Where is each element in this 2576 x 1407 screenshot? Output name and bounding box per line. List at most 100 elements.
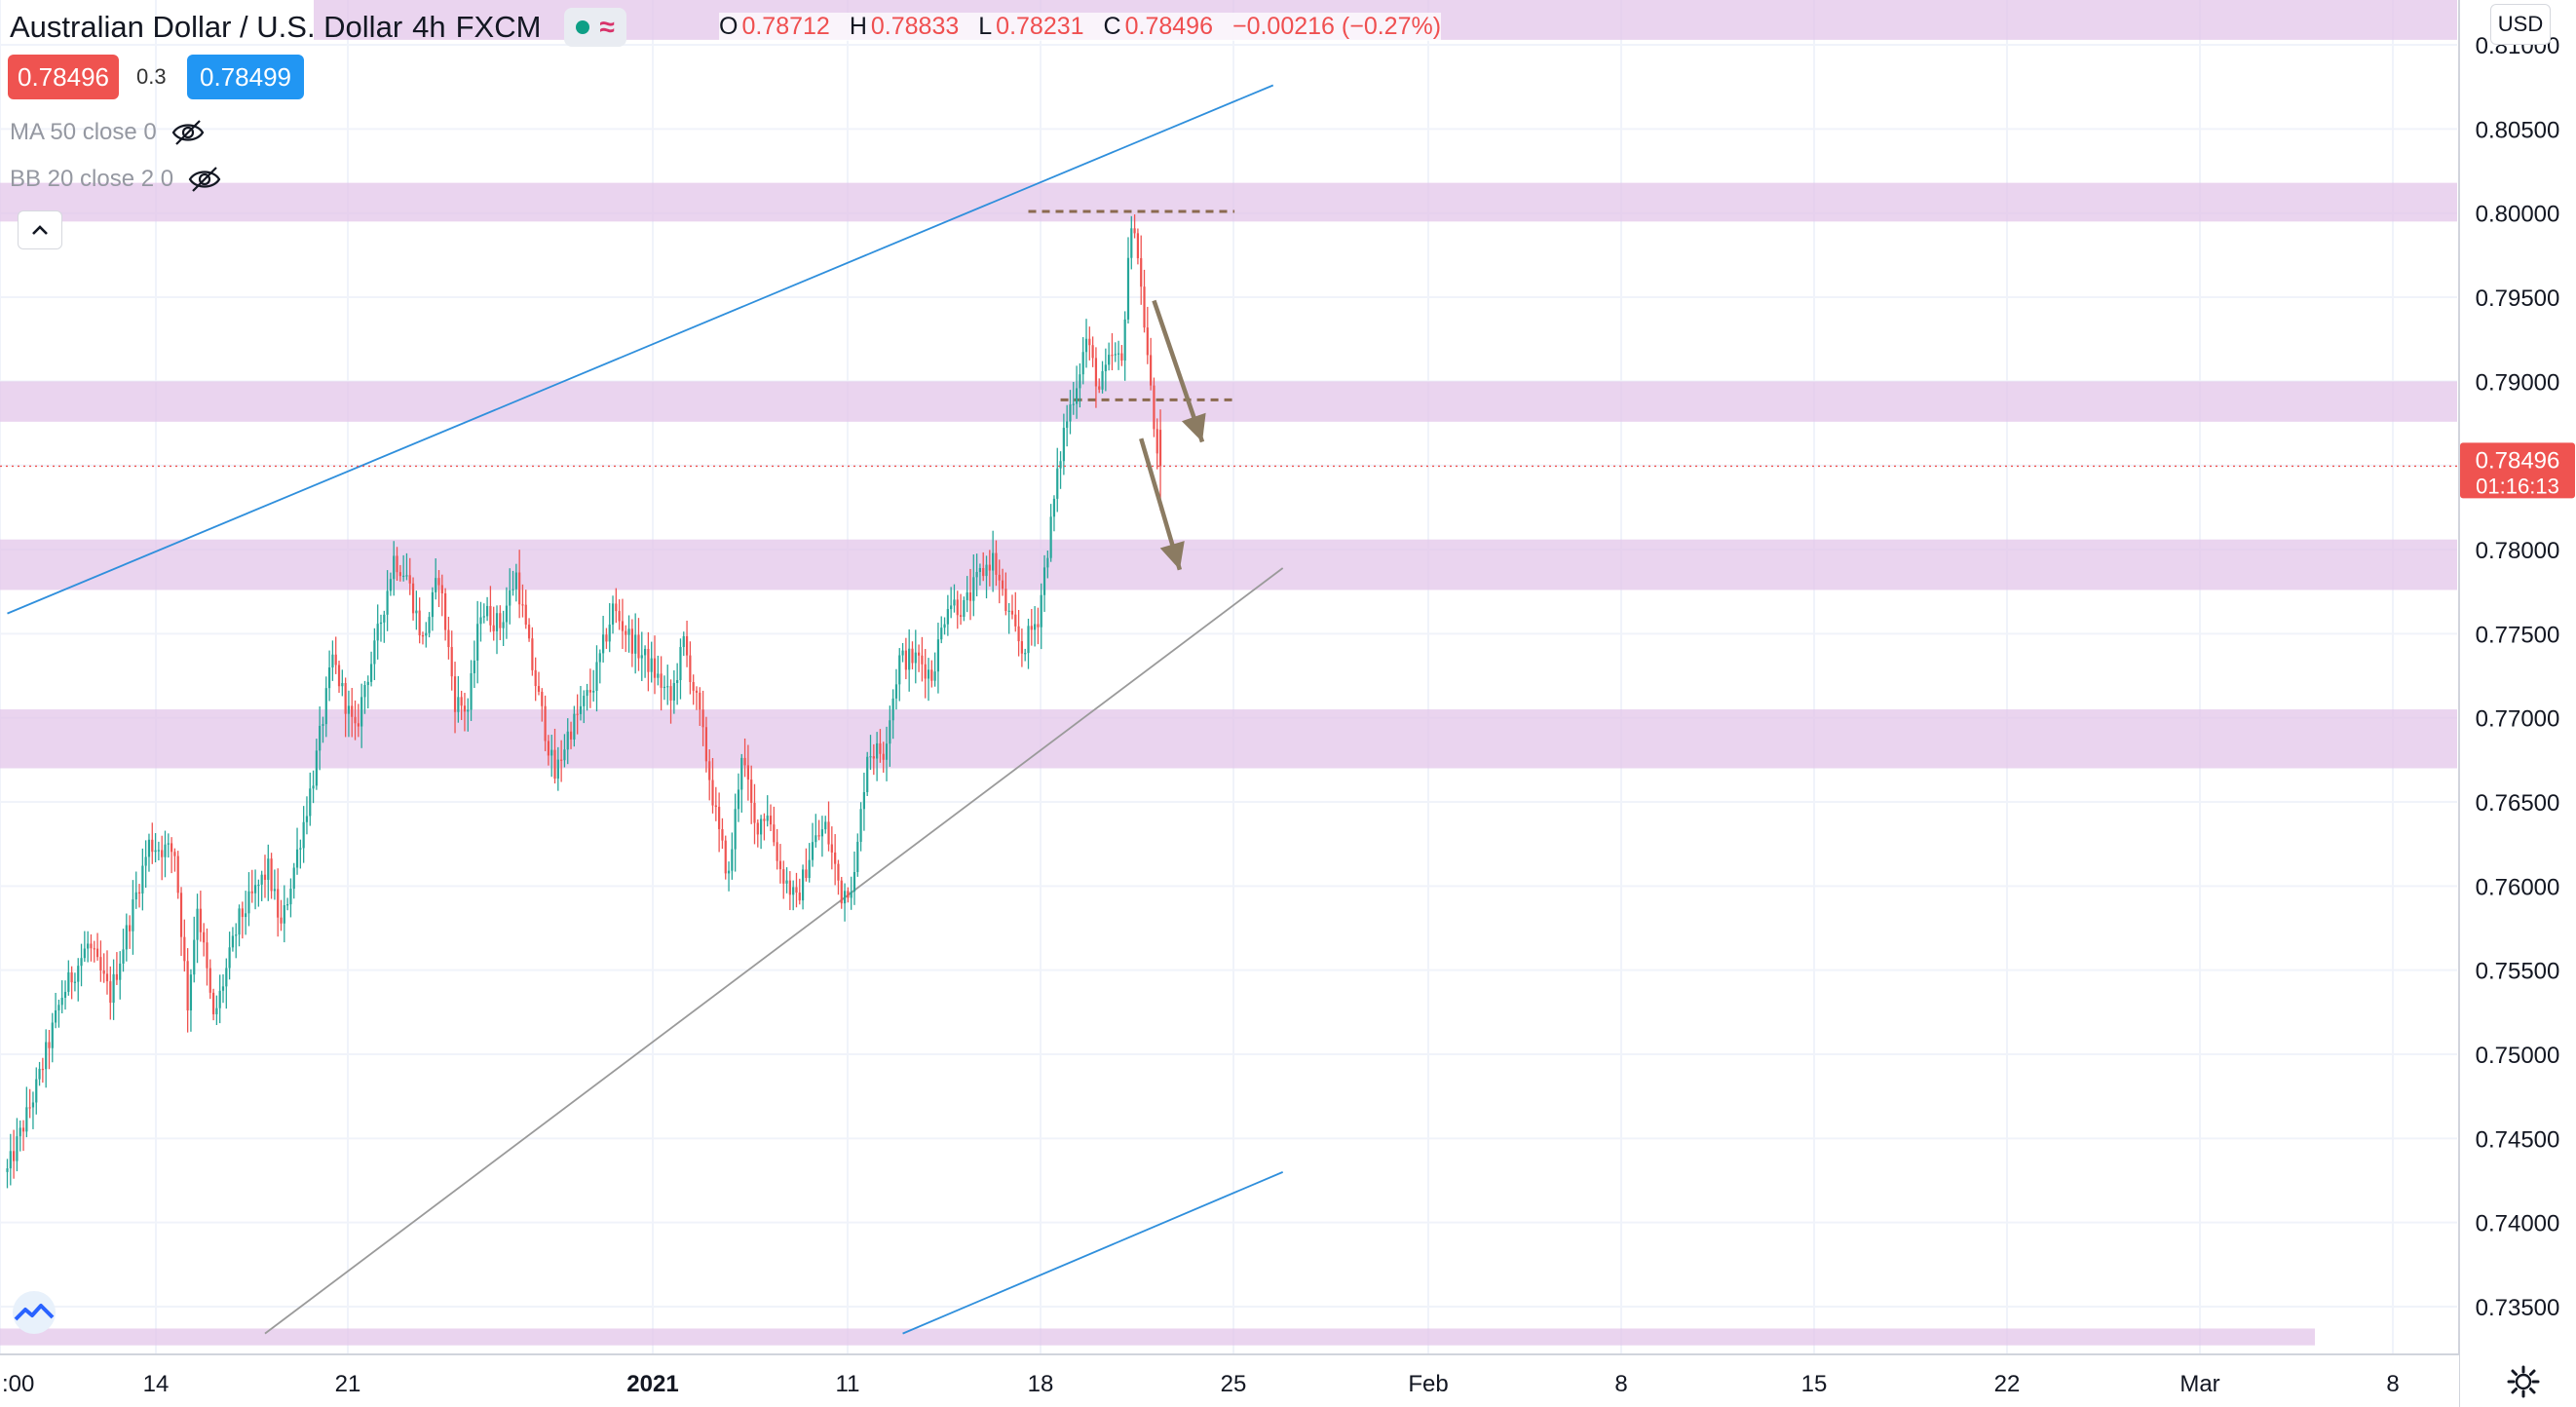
candle-body	[640, 655, 643, 659]
candle-body	[615, 603, 618, 612]
candle-body	[99, 957, 102, 971]
candle-body	[785, 880, 788, 884]
time-tick-label: 21	[335, 1371, 361, 1397]
buy-button[interactable]: 0.78499	[187, 55, 304, 99]
candle-body	[972, 577, 975, 601]
last-price-label: 0.78496	[2476, 447, 2560, 474]
tradingview-logo-icon[interactable]	[8, 1290, 60, 1335]
close-value: 0.78496	[1124, 13, 1213, 40]
high-label: H	[849, 13, 867, 40]
currency-button[interactable]: USD	[2490, 4, 2551, 45]
candle-body	[966, 592, 968, 600]
candle-body	[801, 869, 805, 901]
candle-body	[473, 660, 475, 673]
candle-body	[25, 1107, 28, 1132]
candle-body	[978, 568, 982, 572]
candle-body	[511, 589, 514, 590]
candle-body	[305, 816, 309, 822]
candle-body	[495, 613, 499, 631]
candle-body	[331, 654, 334, 668]
candle-body	[643, 648, 647, 656]
candle-body	[630, 628, 633, 654]
candle-body	[125, 925, 128, 950]
candle-body	[586, 690, 588, 697]
candle-body	[6, 1168, 9, 1172]
candle-body	[302, 821, 305, 849]
indicator-ma50[interactable]: MA 50 close 0	[10, 119, 206, 146]
candle-body	[608, 625, 611, 642]
chevron-up-icon	[32, 225, 48, 235]
candle-body	[588, 690, 591, 693]
candle-body	[485, 605, 489, 617]
candle-body	[347, 705, 351, 714]
candle-body	[566, 731, 569, 750]
candle-body	[411, 583, 415, 614]
candle-body	[295, 849, 299, 868]
price-tick-label: 0.75500	[2476, 959, 2560, 985]
status-pill[interactable]: ≈	[564, 8, 626, 47]
candle-body	[820, 829, 824, 837]
price-tick-label: 0.79500	[2476, 285, 2560, 312]
candle-body	[1034, 624, 1037, 630]
candle-body	[31, 1102, 35, 1108]
drawing-lines[interactable]	[7, 84, 1284, 1335]
candle-body	[35, 1079, 38, 1103]
candle-body	[992, 552, 995, 571]
candle-body	[9, 1151, 12, 1169]
candle-body	[309, 788, 312, 817]
candle-body	[760, 818, 763, 835]
candle-body	[73, 981, 77, 983]
candle-body	[647, 648, 650, 672]
candle-body	[250, 891, 253, 894]
settings-gear-icon[interactable]	[2506, 1364, 2541, 1399]
candle-body	[618, 611, 621, 622]
symbol-interval[interactable]: 4h	[412, 10, 446, 44]
sell-button[interactable]: 0.78496	[8, 55, 119, 99]
eye-off-icon[interactable]	[187, 166, 222, 193]
candle-body	[1024, 653, 1027, 655]
candle-body	[669, 686, 672, 701]
time-tick-label: 8	[2386, 1371, 2399, 1397]
candle-body	[866, 756, 869, 793]
candle-body	[1072, 403, 1075, 405]
time-tick-label: 22	[1994, 1371, 2021, 1397]
trend-arrows[interactable]	[1139, 299, 1206, 571]
candle-body	[901, 650, 904, 656]
price-axis[interactable]: 0.810000.805000.800000.795000.790000.785…	[2458, 0, 2576, 1407]
eye-off-icon[interactable]	[170, 119, 206, 146]
indicator-bb20[interactable]: BB 20 close 2 0	[10, 166, 222, 193]
candle-body	[286, 904, 289, 906]
candle-body	[231, 935, 235, 948]
candle-body	[699, 692, 701, 710]
candle-body	[369, 664, 373, 682]
candle-body	[389, 579, 393, 591]
candle-body	[87, 943, 90, 949]
candle-body	[270, 858, 273, 892]
time-axis[interactable]: :00 14 21 2021 11 18 25 Feb 8 15 22 Mar 8	[0, 1353, 2459, 1407]
candle-body	[701, 709, 704, 728]
candle-body	[718, 807, 721, 829]
candle-body	[77, 966, 80, 982]
candle-body	[54, 1009, 57, 1023]
candle-body	[1037, 624, 1040, 627]
candle-body	[721, 828, 724, 841]
symbol-title[interactable]: Australian Dollar / U.S. Dollar 4h FXCM …	[10, 8, 626, 47]
candle-body	[933, 671, 936, 681]
candle-body	[129, 925, 132, 932]
candle-body	[547, 741, 550, 756]
candle-body	[598, 653, 601, 663]
waves-icon: ≈	[599, 12, 615, 42]
candle-body	[724, 840, 727, 874]
price-zone	[0, 709, 2457, 769]
candle-body	[847, 891, 850, 898]
price-zone	[0, 1328, 2315, 1346]
time-tick-label: 25	[1221, 1371, 1247, 1397]
time-tick-label: 2021	[626, 1371, 678, 1397]
candle-body	[225, 968, 228, 987]
candlestick-series	[6, 214, 1162, 1189]
candle-body	[518, 572, 521, 605]
collapse-legend-button[interactable]	[18, 210, 62, 249]
down-arrow-head	[1181, 412, 1206, 442]
candle-body	[151, 839, 154, 853]
